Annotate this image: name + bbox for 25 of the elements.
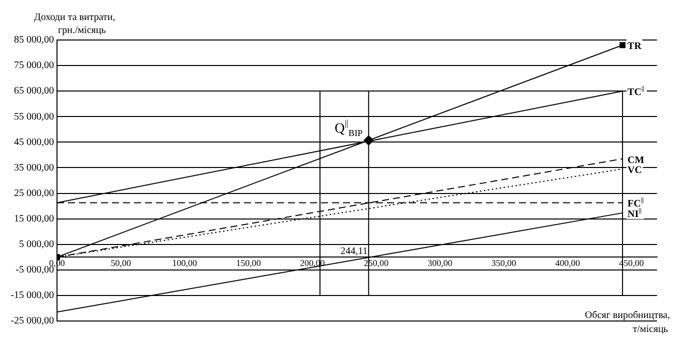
y-axis-title: Доходи та витрати, грн./місяць (34, 12, 116, 36)
y-tick-label: 35 000,00 (14, 162, 54, 174)
x-tick-label: 400,00 (555, 258, 581, 268)
annotation: 244,11 (340, 246, 368, 257)
y-tick-label: 85 000,00 (14, 34, 54, 46)
y-tick-label: 65 000,00 (14, 86, 54, 97)
x-tick-label: 100,00 (172, 258, 198, 268)
x-axis-title: Обсяг виробництва, т/місяць (584, 310, 670, 335)
x-tick-label: 150,00 (236, 258, 262, 268)
y-tick-label: 55 000,00 (14, 111, 54, 122)
y-tick-label: -15 000,00 (10, 290, 54, 302)
y-tick-label: -25 000,00 (10, 316, 54, 327)
series-label: TR (628, 41, 642, 52)
annotation: Q||BIP (334, 118, 363, 138)
y-tick-label: 5 000,00 (19, 238, 54, 250)
y-tick-label: 75 000,00 (14, 60, 54, 72)
x-tick-label: 350,00 (491, 258, 517, 268)
y-tick-label: 45 000,00 (14, 136, 54, 148)
y-tick-label: 25 000,00 (14, 188, 54, 199)
series-label: CM (628, 154, 645, 166)
x-tick-label: 300,00 (428, 258, 453, 268)
x-tick-label: 50,00 (110, 258, 132, 268)
y-tick-label: -5 000,00 (16, 264, 54, 276)
series-label: VC (628, 165, 642, 176)
y-tick-label: 15 000,00 (14, 213, 54, 224)
